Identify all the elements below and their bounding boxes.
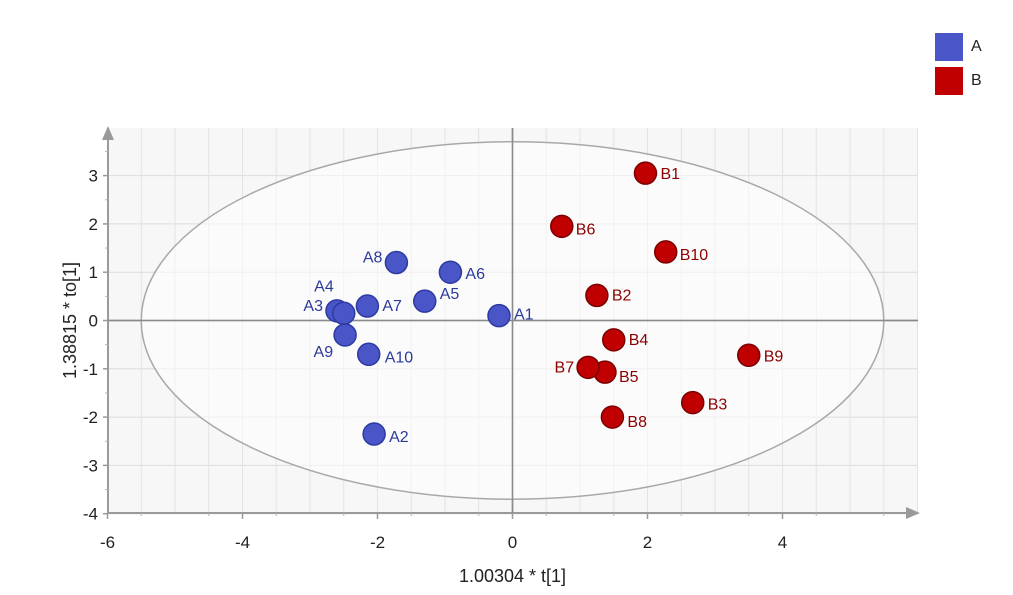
data-points: A1 A2 A3 A4 A5 A6 A7 A8 A9 A10 B1 B2 B3 B4 B5 B6 B7 B8 B9 B… (303, 161, 784, 446)
y-tick-label: 2 (89, 215, 98, 234)
y-tick-label: -4 (83, 505, 98, 524)
point-label-b8: B8 (627, 414, 647, 431)
point-b4 (602, 328, 626, 352)
x-axis-title: 1.00304 * t[1] (459, 566, 566, 586)
x-tick-label: 0 (508, 533, 517, 552)
y-tick-label: 0 (89, 312, 98, 331)
point-a8 (384, 250, 409, 275)
point-label-a6: A6 (465, 266, 485, 283)
point-b6 (550, 214, 574, 239)
point-label-b2: B2 (612, 287, 632, 304)
y-axis-arrow (102, 126, 114, 140)
point-a1 (487, 303, 511, 328)
legend-label-b: B (971, 72, 982, 89)
legend-swatch-a (935, 33, 963, 61)
point-a2 (362, 422, 386, 446)
x-tick-label: 2 (643, 533, 652, 552)
point-label-b10: B10 (680, 247, 709, 264)
point-b8 (600, 405, 625, 429)
point-label-b1: B1 (660, 166, 680, 183)
point-label-b6: B6 (576, 221, 596, 238)
y-axis-title: 1.38815 * to[1] (60, 262, 80, 379)
point-a5 (413, 289, 437, 313)
x-tick-label: 4 (778, 533, 787, 552)
point-a10 (356, 342, 381, 367)
point-label-b7: B7 (555, 359, 575, 376)
point-b10 (653, 240, 678, 264)
point-a7 (355, 294, 380, 318)
point-label-b4: B4 (629, 332, 649, 349)
point-b1 (633, 161, 658, 185)
x-tick-label: -2 (370, 533, 385, 552)
legend: A B (935, 30, 982, 98)
legend-item-a: A (935, 30, 982, 64)
point-a9 (333, 323, 357, 347)
point-label-a5: A5 (440, 286, 460, 303)
point-label-a9: A9 (314, 344, 334, 361)
x-tick-label: -6 (100, 533, 115, 552)
point-label-a7: A7 (382, 298, 402, 315)
point-b2 (585, 283, 609, 308)
point-label-a4: A4 (314, 278, 334, 295)
point-label-a10: A10 (385, 349, 414, 366)
legend-item-b: B (935, 64, 982, 98)
point-label-b5: B5 (619, 369, 639, 386)
x-axis-arrow (906, 507, 920, 519)
x-tick-label: -4 (235, 533, 250, 552)
point-label-a3: A3 (303, 298, 323, 315)
y-tick-label: -1 (83, 360, 98, 379)
y-tick-label: -3 (83, 456, 98, 475)
point-b7 (576, 355, 600, 380)
point-b3 (680, 390, 705, 415)
y-tick-label: 1 (89, 263, 98, 282)
point-label-b3: B3 (708, 397, 728, 414)
point-b9 (737, 343, 761, 368)
point-label-a1: A1 (514, 307, 534, 324)
point-label-a2: A2 (389, 429, 409, 446)
legend-swatch-b (935, 67, 963, 95)
legend-label-a: A (971, 38, 982, 55)
point-label-a8: A8 (363, 250, 383, 267)
y-tick-label: 3 (89, 167, 98, 186)
point-a4 (332, 301, 356, 326)
y-tick-label: -2 (83, 408, 98, 427)
point-a6 (438, 260, 463, 284)
point-label-b9: B9 (764, 348, 784, 365)
